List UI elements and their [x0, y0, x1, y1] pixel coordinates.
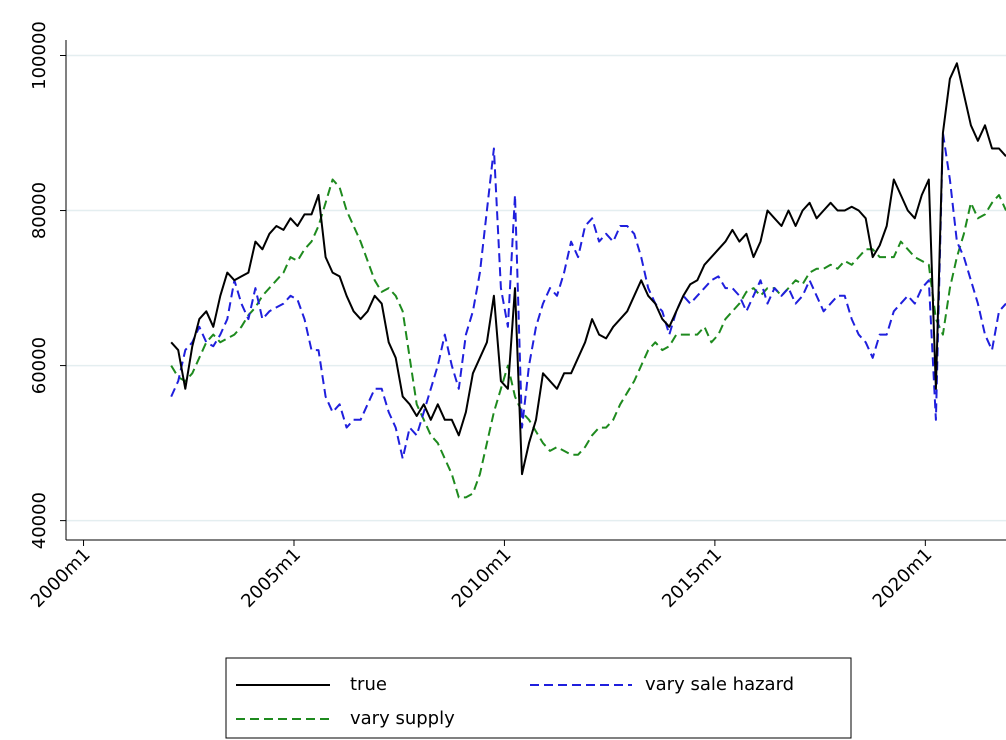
y-tick-label: 100000 [29, 21, 50, 90]
legend-label: true [350, 674, 387, 695]
y-tick-label: 80000 [29, 182, 50, 239]
legend-box [225, 657, 852, 739]
x-tick-label: 2005m1 [237, 544, 305, 612]
x-tick-label: 2010m1 [448, 544, 516, 612]
series-line [170, 62, 1006, 476]
y-tick-label: 40000 [29, 492, 50, 549]
legend-label: vary supply [350, 708, 455, 729]
x-tick-label: 2015m1 [658, 544, 726, 612]
series-line [170, 178, 1006, 499]
y-tick-label: 60000 [29, 337, 50, 394]
legend-label: vary sale hazard [645, 674, 794, 695]
x-tick-label: 2000m1 [27, 544, 95, 612]
x-tick-label: 2020m1 [869, 544, 937, 612]
series-line [170, 132, 1006, 460]
